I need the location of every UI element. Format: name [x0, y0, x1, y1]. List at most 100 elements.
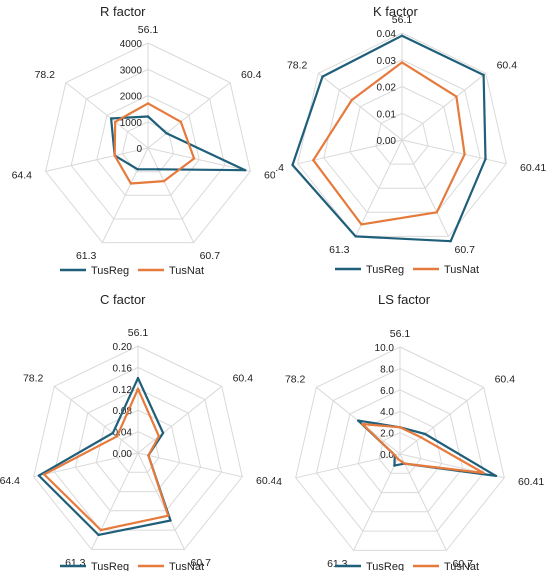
tusnat-data-point: [42, 473, 46, 476]
grid-spoke: [91, 452, 139, 550]
category-label: 64.4: [275, 476, 282, 488]
category-label: 78.2: [287, 60, 308, 72]
tusnat-data-point: [115, 435, 119, 438]
tusreg-data-point: [484, 157, 487, 161]
grid-spoke: [53, 385, 139, 454]
category-label: 78.2: [285, 374, 306, 386]
tusreg-data-point: [423, 432, 427, 436]
tusreg-data-point: [291, 163, 294, 167]
tusnat-data-point: [162, 179, 166, 183]
grid-spoke: [147, 147, 251, 172]
tick-label: 0: [136, 144, 142, 155]
tick-label: 4000: [120, 39, 143, 50]
tusnat-data-point: [482, 471, 485, 475]
tusreg-legend-label: TusReg: [366, 264, 404, 276]
tusreg-legend-label: TusReg: [91, 561, 129, 571]
grid-ring: [295, 346, 505, 551]
tusnat-data-point: [167, 514, 170, 517]
tusreg-data-point: [449, 240, 452, 243]
category-label: 60.41: [520, 162, 546, 174]
category-label: 60.7: [200, 250, 221, 262]
tusreg-legend-label: TusReg: [91, 265, 129, 277]
tick-label: 0.04: [113, 428, 133, 439]
category-label: 60.7: [455, 244, 476, 256]
category-label: 78.2: [35, 69, 56, 81]
tusreg-data-point: [165, 132, 168, 135]
tick-label: 0.00: [377, 136, 397, 147]
category-label: 61.3: [329, 244, 350, 256]
tusnat-data-point: [136, 387, 140, 390]
category-label: 60.7: [191, 557, 212, 569]
grid-ring: [96, 94, 200, 196]
tusreg-legend-label: TusReg: [366, 561, 404, 571]
tusreg-data-point: [494, 474, 498, 478]
ls-factor-chart: 10.0 8.0 6.0 4.0 2.0 0.0 56.1 60.4 60.41 60.7 61.3…: [275, 292, 544, 571]
tusnat-data-point: [396, 457, 399, 460]
category-label: 64.4: [275, 162, 284, 174]
tusnat-data-point: [393, 454, 396, 457]
tusreg-data-point: [136, 168, 139, 171]
tusreg-data-point: [111, 431, 115, 435]
tusnat-data-point: [179, 120, 182, 124]
tusnat-legend-label: TusNat: [444, 561, 479, 571]
tusnat-data-point: [99, 528, 103, 532]
tusnat-data-point: [403, 462, 406, 465]
tusnat-data-point: [398, 426, 402, 429]
grid-ring: [323, 59, 481, 213]
tick-label: 0.00: [113, 449, 133, 460]
grid-spoke: [401, 139, 507, 165]
grid-ring: [70, 68, 226, 220]
tick-label: 2000: [120, 92, 143, 103]
grid-ring: [45, 42, 251, 244]
grid-ring: [375, 112, 429, 165]
tick-label: 0.20: [113, 342, 133, 353]
tick-label: 0.0: [380, 450, 394, 461]
category-label: 60.41: [264, 170, 275, 182]
c-factor-title: C factor: [100, 292, 146, 307]
grid-spoke: [353, 453, 401, 551]
grid-ring: [297, 32, 507, 237]
tick-label: 0.03: [377, 56, 397, 67]
grid-spoke: [147, 82, 231, 149]
tick-label: 0.12: [113, 385, 133, 396]
tusreg-data-point: [109, 117, 113, 120]
category-label: 61.3: [76, 250, 97, 262]
grid-ring: [336, 389, 464, 513]
grid-ring: [349, 85, 455, 189]
category-label: 56.1: [390, 328, 411, 340]
tusreg-data-point: [146, 115, 150, 118]
tusreg-data-point: [97, 533, 100, 537]
tusreg-data-point: [354, 235, 357, 238]
category-label: 61.3: [327, 558, 348, 570]
category-label: 60.4: [233, 373, 254, 385]
grid-ring: [33, 345, 243, 550]
grid-ring: [53, 366, 223, 531]
tusnat-series-line: [113, 102, 196, 185]
r-factor-title: R factor: [100, 4, 146, 19]
grid-spoke: [355, 139, 403, 237]
category-label: 78.2: [23, 373, 44, 385]
tusreg-data-point: [393, 464, 396, 467]
category-label: 64.4: [0, 475, 20, 487]
grid-spoke: [101, 147, 149, 243]
category-label: 60.4: [495, 374, 516, 386]
k-factor-title: K factor: [373, 4, 418, 19]
grid-ring: [357, 410, 443, 494]
tusnat-data-point: [114, 120, 117, 124]
category-label: 56.1: [138, 24, 159, 36]
category-label: 60.7: [453, 558, 474, 570]
tusnat-data-point: [419, 436, 423, 439]
category-label: 56.1: [392, 14, 413, 26]
tusnat-series-line: [42, 387, 170, 532]
tusnat-data-point: [350, 98, 353, 102]
tusreg-data-point: [400, 34, 404, 37]
grid-spoke: [33, 452, 139, 478]
tick-label: 8.0: [380, 364, 394, 375]
tusnat-data-point: [435, 211, 438, 214]
tick-label: 0.16: [113, 363, 133, 374]
tusnat-legend-label: TusNat: [169, 265, 204, 277]
tusnat-data-point: [463, 153, 466, 156]
tusnat-series-line: [312, 61, 466, 226]
tusreg-series-line: [109, 115, 247, 172]
